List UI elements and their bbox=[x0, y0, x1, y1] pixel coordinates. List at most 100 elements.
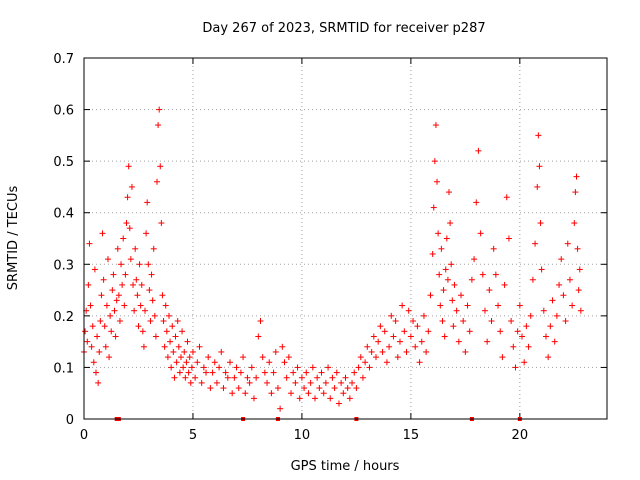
data-point bbox=[128, 183, 135, 190]
data-point bbox=[165, 312, 172, 319]
data-point bbox=[132, 245, 139, 252]
data-point bbox=[331, 385, 338, 392]
data-point bbox=[211, 359, 218, 366]
data-point bbox=[412, 343, 419, 350]
data-point bbox=[495, 302, 502, 309]
data-point bbox=[134, 292, 141, 299]
data-point bbox=[514, 328, 521, 335]
data-point bbox=[401, 328, 408, 335]
data-point bbox=[450, 323, 457, 330]
data-point bbox=[184, 338, 191, 345]
data-point bbox=[368, 348, 375, 355]
data-point bbox=[519, 333, 526, 340]
data-point bbox=[457, 292, 464, 299]
data-point bbox=[558, 256, 565, 263]
data-point bbox=[179, 328, 186, 335]
data-point bbox=[182, 374, 189, 381]
data-point bbox=[89, 323, 96, 330]
data-point bbox=[248, 364, 255, 371]
data-point bbox=[314, 374, 321, 381]
data-point bbox=[277, 405, 284, 412]
data-point bbox=[466, 328, 473, 335]
data-point bbox=[505, 235, 512, 242]
data-point bbox=[355, 364, 362, 371]
data-point bbox=[143, 230, 150, 237]
data-point bbox=[142, 307, 149, 314]
data-point bbox=[370, 333, 377, 340]
data-point bbox=[213, 379, 220, 386]
data-point bbox=[233, 364, 240, 371]
data-point bbox=[392, 318, 399, 325]
tick-labels: 0 5 10 15 20 0 0.1 0.2 0.3 0.4 0.5 0.6 0.7 bbox=[53, 52, 528, 443]
data-point bbox=[296, 395, 303, 402]
data-point bbox=[407, 333, 414, 340]
data-point bbox=[288, 390, 295, 397]
data-point bbox=[194, 359, 201, 366]
data-point bbox=[131, 307, 138, 314]
data-point bbox=[344, 385, 351, 392]
data-point bbox=[253, 374, 260, 381]
data-point bbox=[381, 328, 388, 335]
data-point bbox=[437, 302, 444, 309]
data-point bbox=[200, 364, 207, 371]
data-point bbox=[479, 271, 486, 278]
data-point bbox=[192, 374, 199, 381]
data-point bbox=[274, 385, 281, 392]
data-point bbox=[525, 343, 532, 350]
data-point bbox=[161, 343, 168, 350]
data-point bbox=[353, 385, 360, 392]
data-point bbox=[335, 400, 342, 407]
data-point bbox=[147, 318, 154, 325]
data-point bbox=[242, 390, 249, 397]
data-point bbox=[442, 266, 449, 273]
data-point bbox=[481, 307, 488, 314]
data-point bbox=[540, 307, 547, 314]
data-point bbox=[575, 287, 582, 294]
data-point bbox=[573, 173, 580, 180]
data-point bbox=[446, 189, 453, 196]
data-point bbox=[181, 348, 188, 355]
data-point bbox=[163, 328, 170, 335]
data-point bbox=[547, 323, 554, 330]
data-point bbox=[96, 348, 103, 355]
data-point bbox=[160, 318, 167, 325]
data-point bbox=[357, 354, 364, 361]
data-point bbox=[440, 287, 447, 294]
data-point bbox=[396, 338, 403, 345]
data-point bbox=[553, 312, 560, 319]
data-point bbox=[203, 369, 210, 376]
data-point bbox=[154, 178, 161, 185]
data-point bbox=[220, 385, 227, 392]
data-point bbox=[516, 302, 523, 309]
chart-title: Day 267 of 2023, SRMTID for receiver p28… bbox=[202, 21, 485, 36]
data-point bbox=[148, 271, 155, 278]
y-tick-label: 0.5 bbox=[53, 155, 74, 170]
data-point bbox=[572, 189, 579, 196]
data-point bbox=[510, 343, 517, 350]
data-point bbox=[218, 348, 225, 355]
data-point bbox=[574, 245, 581, 252]
data-point bbox=[121, 302, 128, 309]
data-point bbox=[545, 354, 552, 361]
data-point bbox=[436, 271, 443, 278]
data-point bbox=[157, 163, 164, 170]
y-axis-label: SRMTID / TECUs bbox=[6, 186, 21, 291]
data-point bbox=[145, 261, 152, 268]
data-point bbox=[427, 292, 434, 299]
data-point bbox=[85, 281, 92, 288]
data-point bbox=[329, 374, 336, 381]
data-point bbox=[566, 276, 573, 283]
data-point bbox=[453, 307, 460, 314]
data-point bbox=[103, 302, 110, 309]
y-tick-label: 0.2 bbox=[53, 310, 74, 325]
data-point bbox=[205, 354, 212, 361]
data-point bbox=[346, 395, 353, 402]
y-tick-label: 0.3 bbox=[53, 258, 74, 273]
data-point bbox=[301, 385, 308, 392]
data-point bbox=[379, 348, 386, 355]
data-point bbox=[318, 369, 325, 376]
data-point bbox=[113, 297, 120, 304]
data-point bbox=[170, 348, 177, 355]
data-point bbox=[499, 354, 506, 361]
